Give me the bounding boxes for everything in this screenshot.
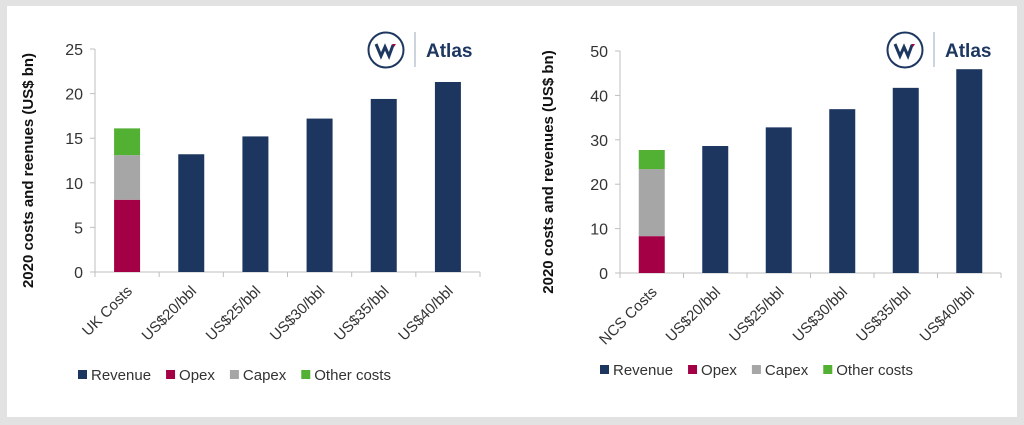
logo-circle-icon (367, 31, 405, 69)
y-tick-label: 10 (590, 222, 608, 239)
legend-label: Capex (765, 362, 809, 379)
bar-revenue (892, 87, 919, 274)
y-tick-label: 5 (74, 220, 83, 237)
legend-label: Other costs (314, 367, 391, 384)
legend-swatch (688, 365, 698, 374)
bar-revenue (178, 154, 205, 272)
legend-item-opex: Opex (166, 367, 215, 384)
logo-accent-icon (911, 44, 915, 47)
y-tick-label: 40 (590, 88, 608, 105)
legend-item-revenue: Revenue (78, 367, 151, 384)
y-tick-label: 20 (590, 177, 608, 194)
y-tick-label: 25 (65, 42, 83, 59)
y-tick-label: 50 (590, 44, 608, 61)
legend: Revenue Opex Capex Other costs (78, 367, 391, 384)
legend-item-capex: Capex (751, 362, 809, 379)
bar-other-costs (638, 150, 665, 170)
bar-opex (114, 199, 141, 272)
legend-swatch (600, 365, 609, 374)
legend-swatch (751, 365, 761, 374)
legend-item-other-costs: Other costs (301, 367, 391, 384)
atlas-logo: Atlas (367, 31, 472, 69)
bar-revenue (434, 82, 461, 272)
legend-label: Opex (179, 367, 215, 384)
legend: Revenue Opex Capex Other costs (600, 362, 913, 379)
logo-w-icon (374, 43, 395, 61)
y-axis-title: 2020 costs and revenues (US$ bn) (540, 50, 557, 293)
bar-revenue (829, 109, 856, 273)
legend-item-other-costs: Other costs (823, 362, 913, 379)
legend-item-capex: Capex (229, 367, 287, 384)
legend-swatch (823, 365, 833, 374)
bar-revenue (765, 127, 792, 273)
legend-swatch (78, 370, 87, 379)
y-tick-label: 0 (599, 266, 608, 283)
y-tick-label: 20 (65, 87, 83, 104)
bar-revenue (242, 136, 269, 272)
legend-label: Other costs (836, 362, 913, 379)
bar-revenue (306, 118, 333, 273)
bar-capex (638, 169, 665, 237)
bar-capex (114, 155, 141, 200)
brand-name: Atlas (426, 41, 472, 62)
logo-accent-icon (392, 44, 396, 47)
legend-item-revenue: Revenue (600, 362, 673, 379)
logo-circle-icon (886, 31, 924, 69)
bar-other-costs (114, 128, 141, 156)
bar-revenue (702, 146, 729, 273)
legend-item-opex: Opex (688, 362, 737, 379)
logo-w-icon (893, 43, 914, 61)
y-tick-label: 0 (74, 265, 83, 282)
chart-panel (7, 6, 1017, 417)
bar-revenue (956, 69, 983, 273)
bar-revenue (370, 98, 397, 273)
y-tick-label: 30 (590, 133, 608, 150)
legend-label: Revenue (613, 362, 673, 379)
bar-opex (638, 236, 665, 273)
legend-swatch (166, 370, 176, 379)
legend-label: Opex (701, 362, 737, 379)
legend-swatch (229, 370, 239, 379)
legend-swatch (301, 370, 311, 379)
atlas-logo: Atlas (886, 31, 991, 69)
legend-label: Revenue (91, 367, 151, 384)
y-tick-label: 10 (65, 176, 83, 193)
y-axis-title: 2020 costs and reenues (US$ bn) (20, 53, 37, 288)
brand-name: Atlas (945, 41, 991, 62)
y-tick-label: 15 (65, 131, 83, 148)
legend-label: Capex (243, 367, 287, 384)
